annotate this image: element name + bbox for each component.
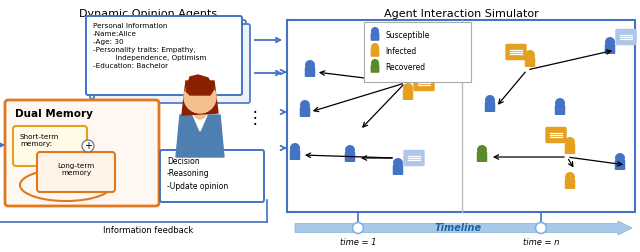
Text: Personal Information
-Name:Alice
-Age: 30
-Personality traits: Empathy,
        : Personal Information -Name:Alice -Age: 3… — [93, 23, 206, 69]
FancyBboxPatch shape — [615, 160, 625, 170]
Polygon shape — [176, 115, 224, 157]
Circle shape — [300, 100, 310, 110]
Circle shape — [615, 153, 625, 163]
FancyBboxPatch shape — [287, 20, 635, 212]
FancyBboxPatch shape — [364, 22, 471, 82]
Text: Long-term
memory: Long-term memory — [58, 163, 95, 176]
Circle shape — [371, 43, 379, 51]
Circle shape — [555, 98, 565, 108]
Text: Dual Memory: Dual Memory — [15, 109, 93, 119]
Circle shape — [605, 37, 615, 47]
FancyBboxPatch shape — [300, 107, 310, 117]
Circle shape — [477, 145, 487, 155]
Circle shape — [82, 140, 94, 152]
Circle shape — [383, 33, 393, 43]
Circle shape — [305, 60, 315, 70]
Text: time = 1: time = 1 — [340, 238, 376, 247]
FancyBboxPatch shape — [403, 90, 413, 100]
Text: Decision
-Reasoning
-Update opinion: Decision -Reasoning -Update opinion — [167, 157, 228, 191]
Polygon shape — [182, 81, 218, 115]
FancyBboxPatch shape — [371, 33, 380, 41]
Circle shape — [345, 145, 355, 155]
Circle shape — [194, 107, 206, 119]
Circle shape — [403, 83, 413, 93]
Circle shape — [536, 223, 547, 234]
Circle shape — [186, 83, 214, 111]
FancyBboxPatch shape — [160, 150, 264, 202]
FancyBboxPatch shape — [564, 144, 575, 154]
FancyBboxPatch shape — [413, 75, 435, 91]
Circle shape — [371, 59, 379, 67]
FancyArrow shape — [295, 221, 632, 235]
Text: Recovered: Recovered — [385, 62, 425, 72]
Circle shape — [485, 95, 495, 105]
FancyBboxPatch shape — [90, 20, 246, 99]
FancyBboxPatch shape — [564, 179, 575, 189]
FancyBboxPatch shape — [477, 152, 487, 162]
Text: Timeline: Timeline — [435, 223, 482, 233]
Circle shape — [290, 143, 300, 153]
FancyBboxPatch shape — [371, 48, 380, 57]
Circle shape — [525, 50, 535, 60]
FancyBboxPatch shape — [484, 102, 495, 112]
FancyBboxPatch shape — [305, 67, 316, 77]
FancyBboxPatch shape — [506, 44, 527, 60]
Text: Susceptible: Susceptible — [385, 30, 429, 40]
Text: +: + — [84, 141, 92, 151]
FancyBboxPatch shape — [86, 16, 242, 95]
FancyBboxPatch shape — [37, 152, 115, 192]
FancyBboxPatch shape — [5, 100, 159, 206]
Circle shape — [353, 223, 364, 234]
Text: Information feedback: Information feedback — [103, 226, 193, 235]
FancyBboxPatch shape — [616, 29, 637, 45]
FancyBboxPatch shape — [383, 40, 393, 50]
FancyBboxPatch shape — [290, 150, 300, 160]
FancyBboxPatch shape — [94, 24, 250, 103]
Text: Infected: Infected — [385, 47, 416, 55]
Circle shape — [184, 81, 216, 113]
Text: Agent Interaction Simulator: Agent Interaction Simulator — [383, 9, 538, 19]
Text: Dynamic Opinion Agents: Dynamic Opinion Agents — [79, 9, 217, 19]
Polygon shape — [193, 115, 207, 131]
Text: time = n: time = n — [523, 238, 559, 247]
FancyBboxPatch shape — [13, 126, 87, 166]
Polygon shape — [186, 75, 214, 95]
Circle shape — [565, 172, 575, 182]
FancyBboxPatch shape — [545, 127, 566, 143]
FancyBboxPatch shape — [525, 57, 535, 67]
Text: ⋮: ⋮ — [246, 109, 263, 127]
Circle shape — [371, 27, 379, 35]
FancyBboxPatch shape — [555, 105, 565, 115]
Circle shape — [393, 158, 403, 168]
FancyBboxPatch shape — [393, 165, 403, 175]
FancyBboxPatch shape — [403, 150, 424, 166]
Circle shape — [565, 137, 575, 147]
Text: Short-term
memory:: Short-term memory: — [20, 134, 60, 147]
FancyBboxPatch shape — [605, 44, 615, 54]
FancyBboxPatch shape — [371, 65, 380, 73]
FancyBboxPatch shape — [345, 152, 355, 162]
